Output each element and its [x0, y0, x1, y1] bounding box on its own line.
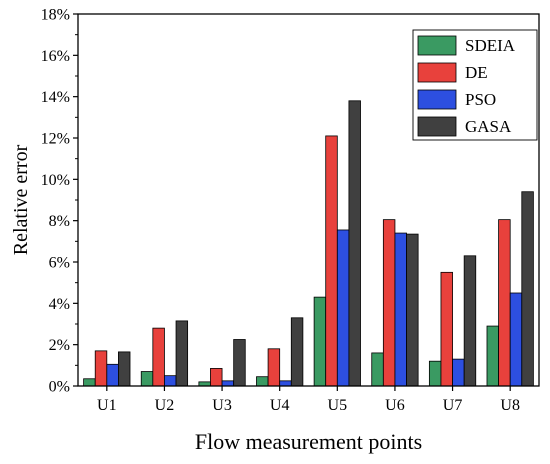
bar-gasa-u8 — [521, 191, 534, 387]
x-tick-label: U3 — [212, 397, 232, 414]
x-tick-label: U7 — [443, 397, 463, 414]
x-axis-ticks: U1 U2 U3 U4 U5 U6 U7 U8 — [97, 386, 520, 414]
bar-series-group — [83, 100, 534, 387]
y-tick-label: 6% — [49, 255, 70, 272]
bar-gasa-u3 — [233, 339, 246, 387]
bar-de-u2 — [152, 327, 165, 387]
bar-de-u1 — [94, 350, 108, 387]
y-tick-label: 16% — [41, 48, 70, 65]
bar-pso-u6 — [394, 232, 407, 387]
y-tick-label: 4% — [49, 296, 70, 313]
x-tick-label: U8 — [500, 397, 520, 414]
bar-sdeia-u8 — [486, 325, 499, 387]
bar-gasa-u2 — [175, 320, 189, 387]
y-tick-label: 10% — [41, 172, 70, 189]
bar-pso-u4 — [279, 380, 292, 387]
bar-gasa-u6 — [406, 233, 419, 387]
x-tick-label: U6 — [385, 397, 405, 414]
bar-pso-u2 — [164, 375, 177, 387]
x-tick-label: U1 — [97, 397, 117, 414]
bar-gasa-u7 — [463, 255, 477, 387]
legend-label-pso: PSO — [465, 90, 496, 109]
bar-gasa-u1 — [118, 351, 131, 387]
bar-sdeia-u4 — [256, 376, 269, 387]
bar-sdeia-u5 — [313, 296, 327, 387]
bar-de-u8 — [498, 219, 511, 387]
y-tick-label: 12% — [41, 131, 70, 148]
plot-frame — [77, 13, 540, 387]
legend-label-gasa: GASA — [465, 117, 512, 136]
bar-de-u6 — [382, 219, 396, 387]
bar-pso-u5 — [336, 229, 350, 387]
legend-swatch-pso — [417, 89, 457, 110]
bar-pso-u3 — [221, 380, 235, 387]
bar-de-u3 — [210, 368, 223, 387]
y-tick-label: 8% — [49, 213, 70, 230]
y-axis-title: Relative error — [10, 144, 32, 255]
legend-label-de: DE — [465, 63, 488, 82]
bar-sdeia-u6 — [371, 352, 384, 387]
bar-de-u4 — [267, 348, 281, 387]
bar-pso-u1 — [106, 363, 119, 387]
y-tick-label: 2% — [49, 337, 70, 354]
bar-de-u7 — [440, 271, 453, 387]
y-tick-label: 0% — [49, 379, 70, 396]
bar-gasa-u4 — [290, 317, 304, 387]
y-tick-label: 14% — [41, 89, 70, 106]
x-tick-label: U4 — [270, 397, 290, 414]
legend-swatch-sdeia — [417, 35, 457, 56]
bar-sdeia-u2 — [140, 371, 154, 387]
x-tick-label: U5 — [328, 397, 348, 414]
x-axis-title: Flow measurement points — [195, 429, 422, 454]
x-tick-label: U2 — [155, 397, 175, 414]
y-tick-label: 18% — [41, 7, 70, 24]
bar-de-u5 — [325, 135, 338, 387]
bar-sdeia-u1 — [83, 378, 96, 387]
bar-sdeia-u7 — [428, 360, 442, 387]
bar-pso-u7 — [452, 358, 465, 387]
legend-swatch-de — [417, 62, 457, 83]
bar-gasa-u5 — [348, 100, 361, 387]
bar-pso-u8 — [509, 292, 523, 387]
legend-label-sdeia: SDEIA — [465, 36, 516, 55]
legend-swatch-gasa — [417, 116, 457, 137]
y-axis-ticks: 0% 2% 4% 6% 8% 10% 12% 14% 16% 18% — [41, 7, 78, 396]
legend: SDEIA DE PSO GASA — [412, 29, 538, 141]
